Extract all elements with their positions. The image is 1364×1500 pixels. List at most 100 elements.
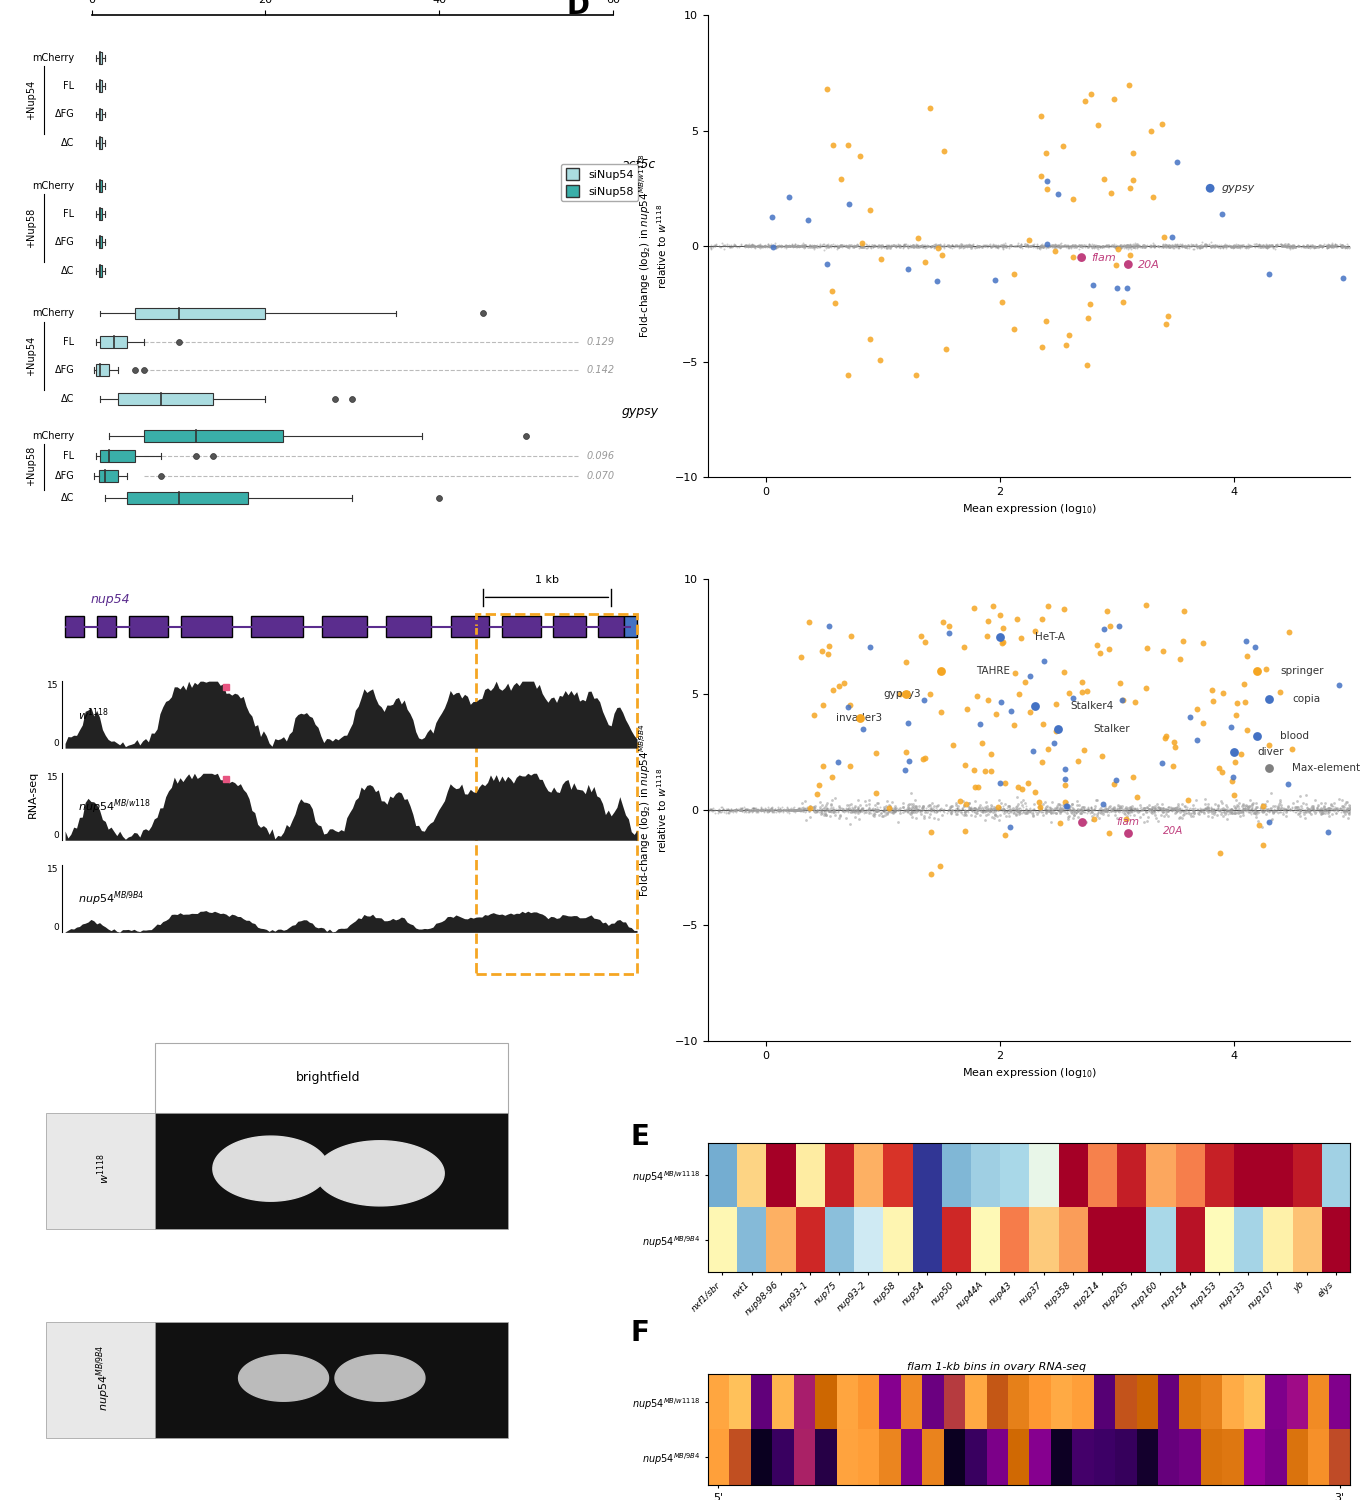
Point [933, 236, 955, 260]
Point [883, 234, 904, 258]
Point [1102, 234, 1124, 258]
Point [1312, 801, 1334, 825]
Point [1296, 795, 1318, 819]
Point [1127, 232, 1148, 256]
Point [899, 792, 921, 816]
Point [1312, 800, 1334, 824]
Point [1045, 234, 1067, 258]
Point [1260, 807, 1282, 831]
Point [1224, 801, 1245, 825]
Point [1016, 232, 1038, 256]
Point [1213, 234, 1234, 258]
Point [1236, 236, 1258, 260]
Point [997, 794, 1019, 818]
Point [799, 232, 821, 256]
Point [1127, 234, 1148, 258]
Point [899, 798, 921, 822]
Point [979, 800, 1001, 824]
Point [1294, 800, 1316, 824]
Point [1142, 795, 1163, 819]
Point [739, 234, 761, 258]
Point [1165, 801, 1187, 825]
Point [1303, 236, 1324, 260]
Point [1128, 798, 1150, 822]
Point [885, 800, 907, 824]
Point [1116, 276, 1138, 300]
Point [817, 232, 839, 256]
Point [1001, 796, 1023, 820]
Point [1128, 234, 1150, 258]
Point [837, 236, 859, 260]
Point [1248, 800, 1270, 824]
Point [1262, 234, 1284, 258]
Point [982, 800, 1004, 824]
Point [981, 798, 1003, 822]
Point [738, 231, 760, 255]
Point [1260, 234, 1282, 258]
Point [1128, 800, 1150, 824]
Point [812, 693, 833, 717]
Point [979, 234, 1001, 258]
Point [1088, 642, 1110, 666]
Point [922, 796, 944, 820]
Point [1015, 796, 1037, 820]
Point [923, 798, 945, 822]
Point [951, 234, 973, 258]
Point [1124, 798, 1146, 822]
Point [761, 800, 783, 824]
Point [1048, 792, 1069, 816]
Point [1284, 232, 1305, 256]
Point [904, 796, 926, 820]
Point [791, 795, 813, 819]
Point [885, 798, 907, 822]
Point [1142, 798, 1163, 822]
Point [1195, 232, 1217, 256]
Point [1016, 800, 1038, 824]
Point [1203, 234, 1225, 258]
Point [1018, 228, 1039, 252]
Point [1052, 798, 1073, 822]
Point [1180, 231, 1202, 255]
Point [1076, 798, 1098, 822]
Point [1294, 234, 1316, 258]
Point [1114, 236, 1136, 260]
Text: gypsy: gypsy [622, 405, 659, 417]
Point [1277, 795, 1299, 819]
Point [1058, 804, 1080, 828]
Point [1078, 232, 1099, 256]
Point [1031, 232, 1053, 256]
Point [1138, 806, 1159, 830]
Point [1067, 798, 1088, 822]
Text: gypsy: gypsy [1222, 183, 1255, 194]
Point [997, 798, 1019, 822]
Point [724, 232, 746, 256]
Point [1251, 232, 1273, 256]
Point [1170, 234, 1192, 258]
Point [1199, 232, 1221, 256]
Point [1189, 798, 1211, 822]
Point [818, 796, 840, 820]
Point [1022, 796, 1043, 820]
Point [1057, 234, 1079, 258]
Point [1215, 801, 1237, 825]
Point [1073, 795, 1095, 819]
Point [1046, 234, 1068, 258]
Point [1094, 800, 1116, 824]
Point [1049, 800, 1071, 824]
Point [1237, 236, 1259, 260]
Point [1230, 798, 1252, 822]
Point [792, 231, 814, 255]
Point [1237, 234, 1259, 258]
Point [792, 795, 814, 819]
Point [1046, 183, 1068, 207]
Point [1057, 232, 1079, 256]
Point [1191, 796, 1213, 820]
Point [986, 798, 1008, 822]
Point [947, 232, 968, 256]
Point [1322, 234, 1344, 258]
Point [806, 800, 828, 824]
Point [1110, 795, 1132, 819]
Point [1049, 795, 1071, 819]
Point [758, 234, 780, 258]
Point [907, 234, 929, 258]
